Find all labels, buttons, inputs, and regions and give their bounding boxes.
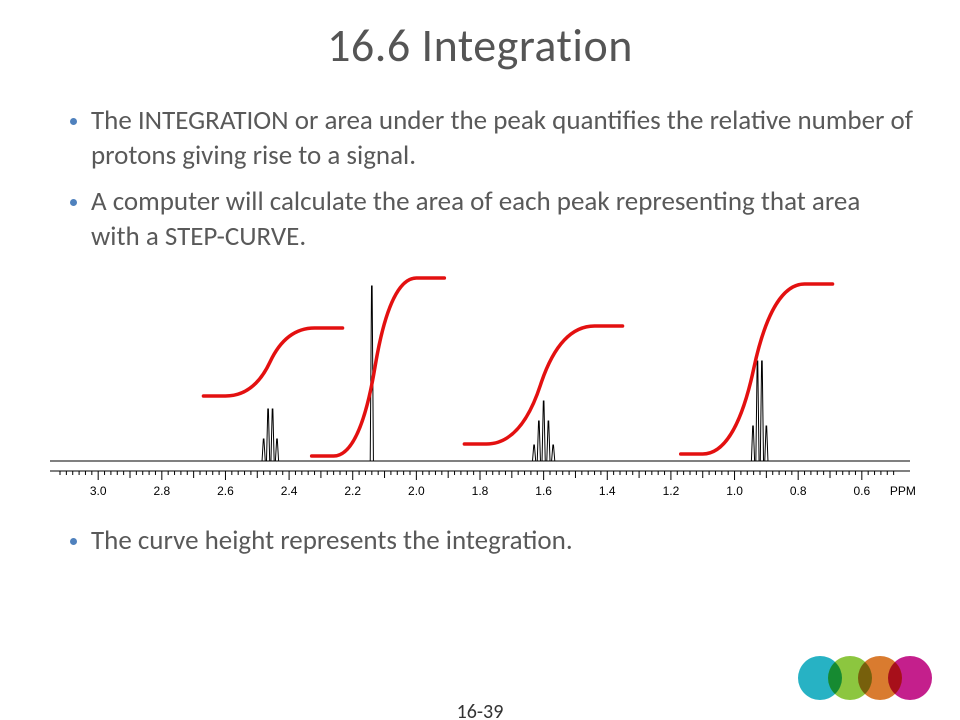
svg-text:1.6: 1.6 [535, 484, 552, 498]
svg-text:1.8: 1.8 [472, 484, 489, 498]
bullet-text: A computer will calculate the area of ea… [91, 185, 915, 254]
svg-text:2.6: 2.6 [217, 484, 234, 498]
bullet-list-upper: The INTEGRATION or area under the peak q… [70, 104, 915, 254]
svg-text:1.4: 1.4 [599, 484, 616, 498]
page-title: 16.6 Integration [0, 18, 960, 74]
bullet-dot-icon [70, 538, 77, 545]
nmr-spectrum-chart: 3.0 2.8 2.6 2.4 2.2 2.0 1.8 1.6 1.4 1.2 1.0 0.8 0.6 P… [30, 266, 930, 516]
slide-number: 16-39 [0, 700, 960, 720]
svg-text:1.2: 1.2 [663, 484, 680, 498]
bullet-dot-icon [70, 118, 77, 125]
svg-text:1.0: 1.0 [726, 484, 743, 498]
bullet-item: The curve height represents the integrat… [70, 524, 915, 559]
svg-text:2.0: 2.0 [408, 484, 425, 498]
svg-text:2.4: 2.4 [281, 484, 298, 498]
bullet-text: The curve height represents the integrat… [91, 524, 573, 559]
bullet-item: A computer will calculate the area of ea… [70, 185, 915, 254]
bullet-text: The INTEGRATION or area under the peak q… [91, 104, 915, 173]
bullet-list-lower: The curve height represents the integrat… [70, 524, 915, 559]
bullet-item: The INTEGRATION or area under the peak q… [70, 104, 915, 173]
svg-text:2.2: 2.2 [344, 484, 361, 498]
svg-text:0.6: 0.6 [853, 484, 870, 498]
svg-text:3.0: 3.0 [90, 484, 107, 498]
brand-logo [798, 656, 932, 700]
svg-text:PPM: PPM [890, 484, 916, 498]
svg-text:2.8: 2.8 [153, 484, 170, 498]
svg-text:0.8: 0.8 [790, 484, 807, 498]
bullet-dot-icon [70, 199, 77, 206]
